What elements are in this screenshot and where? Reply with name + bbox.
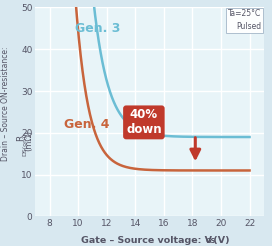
- Text: (mΩ): (mΩ): [24, 130, 33, 151]
- Text: Gen. 3: Gen. 3: [75, 22, 121, 35]
- Text: Gate – Source voltage: V: Gate – Source voltage: V: [81, 236, 212, 245]
- Text: Drain – Source ON-resistance:: Drain – Source ON-resistance:: [1, 46, 10, 161]
- Text: R: R: [16, 135, 25, 141]
- Text: (V): (V): [210, 236, 230, 245]
- Text: DS(on): DS(on): [22, 135, 27, 156]
- Text: 40%
down: 40% down: [126, 108, 162, 136]
- Text: Gen. 4: Gen. 4: [64, 118, 109, 131]
- Text: Ta=25°C
Pulsed: Ta=25°C Pulsed: [228, 9, 261, 31]
- Text: GS: GS: [206, 238, 216, 244]
